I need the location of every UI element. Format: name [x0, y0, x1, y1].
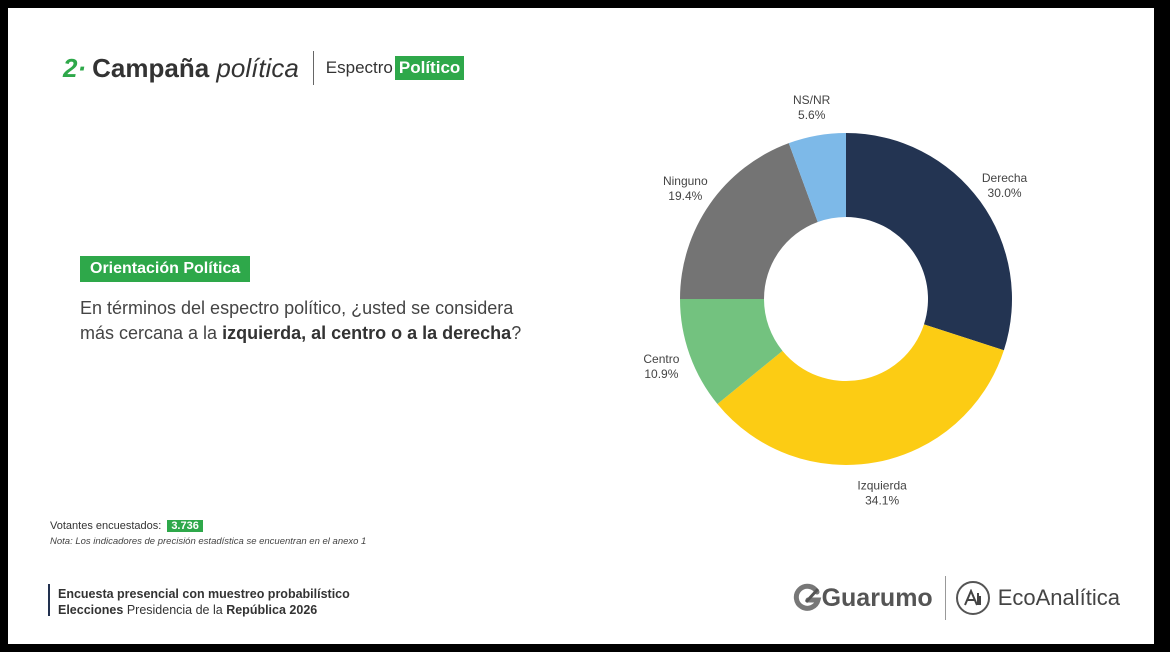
footer-line2: Elecciones Presidencia de la República 2…: [58, 602, 350, 618]
slice-category-label: Centro: [643, 352, 679, 366]
sample-value: 3.736: [167, 520, 203, 532]
question-text-bold: izquierda, al centro o a la derecha: [222, 323, 512, 343]
ecoanalitica-logo-text: EcoAnalítica: [997, 585, 1120, 610]
slice-value-label: 10.9%: [644, 367, 678, 381]
precision-note: Nota: Los indicadores de precisión estad…: [50, 536, 367, 547]
logos: Guarumo EcoAnalítica: [792, 576, 1120, 620]
footer-line2-bold1: Elecciones: [58, 603, 124, 617]
section-title: Campaña política: [92, 53, 299, 84]
slice-ninguno: [680, 143, 818, 299]
slice-category-label: NS/NR: [793, 93, 831, 107]
ecoanalitica-logo-icon: [955, 581, 990, 615]
footer-line2-normal: Presidencia de la: [126, 603, 223, 617]
slice-izquierda: [717, 324, 1004, 465]
guarumo-logo-text: Guarumo: [821, 583, 933, 612]
header: 2· Campaña política Espectro Político: [63, 48, 465, 88]
footer-text: Encuesta presencial con muestreo probabi…: [58, 586, 350, 618]
slice-category-label: Izquierda: [857, 479, 907, 493]
footer-line2-bold2: República 2026: [226, 603, 318, 617]
slice-value-label: 5.6%: [798, 108, 826, 122]
logo-divider: [944, 576, 946, 620]
slice-value-label: 19.4%: [668, 189, 702, 203]
slice-ns-nr: [788, 133, 846, 223]
slice-category-label: Derecha: [982, 171, 1028, 185]
guarumo-logo-icon: [793, 583, 821, 611]
section-title-bold: Campaña: [92, 52, 210, 83]
question-text: En términos del espectro político, ¿uste…: [80, 296, 540, 346]
slice-value-label: 34.1%: [865, 494, 899, 508]
subtitle-plain: Espectro: [325, 58, 393, 77]
sample-label: Votantes encuestados:: [50, 520, 162, 532]
question-text-start: En términos del espectro político, ¿uste…: [80, 298, 514, 343]
header-divider: [312, 51, 314, 85]
section-title-italic: política: [216, 52, 299, 83]
sample-size: Votantes encuestados: 3.736: [50, 520, 203, 532]
question-badge: Orientación Política: [80, 256, 251, 282]
slice-label-ns-nr: NS/NR5.6%: [793, 93, 831, 122]
slice-centro: [680, 299, 783, 405]
footer-line1-text: Encuesta presencial con muestreo probabi…: [58, 587, 350, 601]
guarumo-logo: Guarumo: [792, 583, 933, 613]
question-text-end: ?: [511, 323, 522, 343]
ecoanalitica-logo: EcoAnalítica: [955, 581, 1120, 615]
subtitle-highlight: Político: [394, 56, 465, 80]
footer-accent-bar: [48, 584, 50, 616]
slide: 2· Campaña política Espectro Político Or…: [8, 8, 1154, 644]
slice-value-label: 30.0%: [988, 186, 1022, 200]
slice-derecha: [846, 133, 1012, 351]
footer-line1: Encuesta presencial con muestreo probabi…: [58, 586, 350, 602]
slice-category-label: Ninguno: [663, 174, 708, 188]
section-number: 2·: [63, 52, 87, 83]
